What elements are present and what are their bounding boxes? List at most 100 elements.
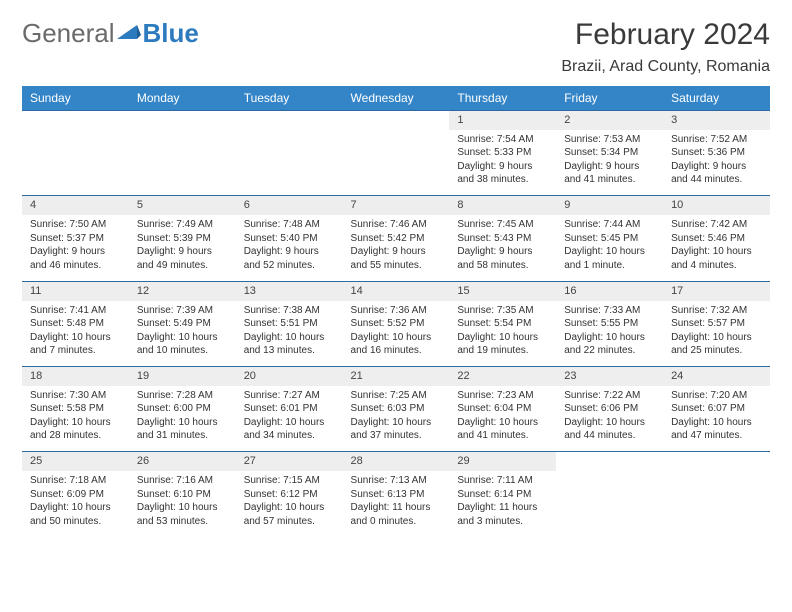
day-info-line: Sunrise: 7:20 AM (671, 389, 762, 403)
day-number-cell: 1 (449, 111, 556, 130)
day-info-line: Daylight: 9 hours (244, 245, 335, 259)
day-info-line: Sunrise: 7:50 AM (30, 218, 121, 232)
day-info-line: Sunrise: 7:54 AM (457, 133, 548, 147)
day-info-line: Daylight: 10 hours (30, 501, 121, 515)
day-info-line: Sunrise: 7:13 AM (351, 474, 442, 488)
day-content-cell: Sunrise: 7:23 AMSunset: 6:04 PMDaylight:… (449, 386, 556, 452)
weekday-header-row: Sunday Monday Tuesday Wednesday Thursday… (22, 86, 770, 111)
day-info-line: and 0 minutes. (351, 515, 442, 529)
day-info-line: and 44 minutes. (564, 429, 655, 443)
day-info-line: Daylight: 10 hours (564, 245, 655, 259)
day-info-line: Sunrise: 7:11 AM (457, 474, 548, 488)
day-number-cell (129, 111, 236, 130)
day-content-cell: Sunrise: 7:48 AMSunset: 5:40 PMDaylight:… (236, 215, 343, 281)
calendar-table: Sunday Monday Tuesday Wednesday Thursday… (22, 86, 770, 537)
day-info-line: Sunset: 5:39 PM (137, 232, 228, 246)
day-content-cell: Sunrise: 7:46 AMSunset: 5:42 PMDaylight:… (343, 215, 450, 281)
day-info-line: Sunset: 6:00 PM (137, 402, 228, 416)
day-info-line: Sunset: 5:42 PM (351, 232, 442, 246)
day-number-cell: 7 (343, 196, 450, 215)
day-info-line: Sunset: 5:55 PM (564, 317, 655, 331)
logo: General Blue (22, 18, 199, 49)
day-info-line: Sunrise: 7:42 AM (671, 218, 762, 232)
day-content-cell: Sunrise: 7:18 AMSunset: 6:09 PMDaylight:… (22, 471, 129, 537)
day-content-cell: Sunrise: 7:33 AMSunset: 5:55 PMDaylight:… (556, 301, 663, 367)
header: General Blue February 2024 Brazii, Arad … (22, 18, 770, 76)
day-info-line: Sunrise: 7:33 AM (564, 304, 655, 318)
day-info-line: Daylight: 10 hours (137, 501, 228, 515)
day-content-cell: Sunrise: 7:15 AMSunset: 6:12 PMDaylight:… (236, 471, 343, 537)
day-info-line: Sunset: 5:52 PM (351, 317, 442, 331)
day-number-cell: 10 (663, 196, 770, 215)
day-content-cell: Sunrise: 7:22 AMSunset: 6:06 PMDaylight:… (556, 386, 663, 452)
day-info-line: and 47 minutes. (671, 429, 762, 443)
day-content-cell: Sunrise: 7:39 AMSunset: 5:49 PMDaylight:… (129, 301, 236, 367)
logo-triangle-icon (117, 25, 141, 43)
day-info-line: Sunset: 5:57 PM (671, 317, 762, 331)
day-number-cell: 12 (129, 281, 236, 300)
weekday-header: Sunday (22, 86, 129, 111)
day-info-line: Sunset: 5:54 PM (457, 317, 548, 331)
day-content-cell: Sunrise: 7:25 AMSunset: 6:03 PMDaylight:… (343, 386, 450, 452)
day-content-cell: Sunrise: 7:20 AMSunset: 6:07 PMDaylight:… (663, 386, 770, 452)
day-info-line: Sunrise: 7:38 AM (244, 304, 335, 318)
day-info-line: and 3 minutes. (457, 515, 548, 529)
day-content-cell (663, 471, 770, 537)
day-number-cell: 20 (236, 367, 343, 386)
day-info-line: Sunset: 5:34 PM (564, 146, 655, 160)
day-info-line: Sunset: 6:10 PM (137, 488, 228, 502)
day-info-line: and 57 minutes. (244, 515, 335, 529)
day-info-line: Daylight: 9 hours (137, 245, 228, 259)
day-content-cell (556, 471, 663, 537)
day-content-cell: Sunrise: 7:45 AMSunset: 5:43 PMDaylight:… (449, 215, 556, 281)
day-info-line: Daylight: 9 hours (30, 245, 121, 259)
day-content-cell: Sunrise: 7:41 AMSunset: 5:48 PMDaylight:… (22, 301, 129, 367)
day-content-cell: Sunrise: 7:27 AMSunset: 6:01 PMDaylight:… (236, 386, 343, 452)
day-number-row: 11121314151617 (22, 281, 770, 300)
day-content-cell: Sunrise: 7:30 AMSunset: 5:58 PMDaylight:… (22, 386, 129, 452)
day-number-cell (236, 111, 343, 130)
day-content-row: Sunrise: 7:50 AMSunset: 5:37 PMDaylight:… (22, 215, 770, 281)
day-info-line: and 19 minutes. (457, 344, 548, 358)
day-info-line: Daylight: 10 hours (671, 245, 762, 259)
page-subtitle: Brazii, Arad County, Romania (561, 58, 770, 76)
day-content-cell: Sunrise: 7:16 AMSunset: 6:10 PMDaylight:… (129, 471, 236, 537)
day-content-row: Sunrise: 7:30 AMSunset: 5:58 PMDaylight:… (22, 386, 770, 452)
day-info-line: and 16 minutes. (351, 344, 442, 358)
day-number-cell: 23 (556, 367, 663, 386)
day-info-line: Sunset: 5:48 PM (30, 317, 121, 331)
day-info-line: and 55 minutes. (351, 259, 442, 273)
day-info-line: Sunset: 5:43 PM (457, 232, 548, 246)
weekday-header: Thursday (449, 86, 556, 111)
logo-text-2: Blue (143, 18, 199, 48)
day-info-line: Daylight: 9 hours (671, 160, 762, 174)
day-info-line: and 22 minutes. (564, 344, 655, 358)
day-number-cell: 13 (236, 281, 343, 300)
day-info-line: and 31 minutes. (137, 429, 228, 443)
weekday-header: Wednesday (343, 86, 450, 111)
day-info-line: Sunset: 6:04 PM (457, 402, 548, 416)
day-info-line: Sunrise: 7:53 AM (564, 133, 655, 147)
day-info-line: Daylight: 10 hours (137, 416, 228, 430)
day-info-line: Sunrise: 7:23 AM (457, 389, 548, 403)
day-content-cell: Sunrise: 7:28 AMSunset: 6:00 PMDaylight:… (129, 386, 236, 452)
day-number-cell: 29 (449, 452, 556, 471)
day-content-cell: Sunrise: 7:42 AMSunset: 5:46 PMDaylight:… (663, 215, 770, 281)
day-info-line: Sunrise: 7:46 AM (351, 218, 442, 232)
day-number-row: 18192021222324 (22, 367, 770, 386)
day-info-line: Sunset: 6:06 PM (564, 402, 655, 416)
day-info-line: Sunrise: 7:41 AM (30, 304, 121, 318)
day-info-line: and 34 minutes. (244, 429, 335, 443)
day-info-line: and 28 minutes. (30, 429, 121, 443)
day-info-line: Sunrise: 7:36 AM (351, 304, 442, 318)
day-number-cell: 22 (449, 367, 556, 386)
day-info-line: and 7 minutes. (30, 344, 121, 358)
day-info-line: Daylight: 10 hours (671, 331, 762, 345)
day-content-cell (343, 130, 450, 196)
day-number-cell: 2 (556, 111, 663, 130)
day-info-line: Daylight: 10 hours (351, 416, 442, 430)
day-number-cell (343, 111, 450, 130)
day-info-line: and 1 minute. (564, 259, 655, 273)
day-info-line: Daylight: 10 hours (351, 331, 442, 345)
day-content-cell: Sunrise: 7:13 AMSunset: 6:13 PMDaylight:… (343, 471, 450, 537)
